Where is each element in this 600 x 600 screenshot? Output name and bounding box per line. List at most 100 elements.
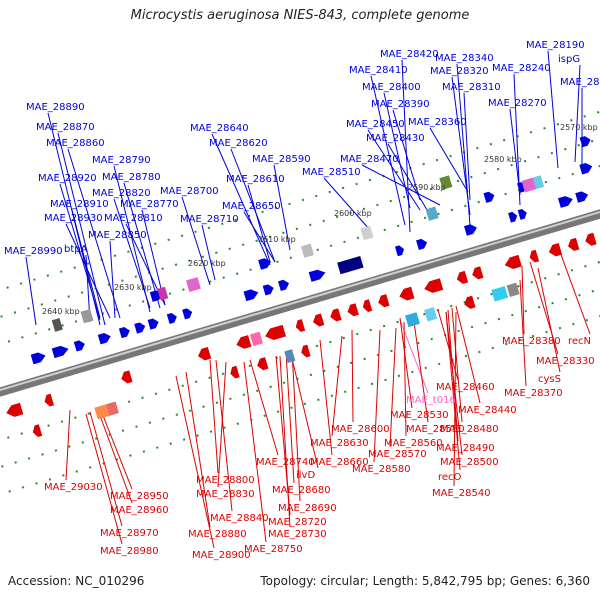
gene-label-reverse: MAE_28690 — [278, 503, 337, 514]
gene-label-forward: MAE_28870 — [36, 122, 95, 133]
forward-leader — [451, 76, 471, 216]
forward-gene — [308, 269, 326, 282]
gene-label-reverse: MAE_28740 — [256, 457, 315, 468]
backbone-highlight — [0, 210, 600, 392]
reverse-gene — [236, 335, 252, 349]
tick-label: 2590 kbp — [408, 183, 446, 192]
forward-gene — [483, 191, 495, 203]
gene-label-reverse: MAE_28830 — [196, 489, 255, 500]
forward-leader — [71, 209, 101, 319]
gene-label-forward: MAE_28810 — [104, 213, 163, 224]
gene-label-forward: MAE_28610 — [226, 174, 285, 185]
reverse-gene — [504, 254, 522, 269]
reverse-gene — [585, 232, 597, 246]
gene-label-reverse: MAE_28750 — [244, 544, 303, 555]
reverse-leader — [279, 355, 291, 528]
forward-gene — [278, 279, 290, 291]
reverse-leader — [559, 251, 591, 335]
reverse-leader — [437, 309, 459, 381]
forward-gene — [30, 352, 46, 365]
gene-label-forward: MAE_28410 — [349, 65, 408, 76]
tick-label: 2610 kbp — [258, 235, 296, 244]
gene-label-forward: MAE_28420 — [380, 49, 439, 60]
reverse-leader — [455, 305, 481, 404]
forward-leader — [574, 64, 581, 163]
gene-label-forward: MAE_28200 — [560, 77, 600, 88]
reverse-gene — [230, 365, 240, 379]
forward-leader — [113, 165, 151, 313]
gene-label-reverse: MAE_28570 — [368, 449, 427, 460]
tick-label: 2640 kbp — [42, 307, 80, 316]
reverse-gene — [265, 324, 286, 341]
forward-gene — [262, 284, 274, 296]
forward-leader — [65, 223, 111, 319]
gene-label-reverse: MAE_28490 — [436, 443, 495, 454]
forward-gene — [97, 332, 111, 345]
forward-gene — [464, 224, 477, 236]
coordinate-ticks: 2570 kbp 2580 kbp 2590 kbp 2600 kbp 2610 kbp… — [42, 123, 598, 316]
forward-gene — [118, 327, 130, 339]
gene-label-reverse: MAE_28840 — [210, 513, 269, 524]
gene-label-forward: MAE_28990 — [4, 246, 63, 257]
forward-leader — [59, 183, 101, 321]
forward-gene — [73, 340, 85, 352]
gene-label-reverse: MAE_28440 — [458, 405, 517, 416]
gene-label-reverse: MAE_28800 — [196, 475, 255, 486]
reverse-gene — [257, 357, 269, 371]
gene-label-forward: MAE_28400 — [362, 82, 421, 93]
gene-label-reverse: MAE_28900 — [192, 550, 251, 561]
gene-label-forward: MAE_28710 — [180, 214, 239, 225]
forward-leader — [181, 196, 211, 286]
forward-leader — [123, 182, 161, 309]
gene-label-reverse: MAE_28960 — [110, 505, 169, 516]
feature-block — [157, 286, 169, 301]
gene-features — [6, 136, 597, 438]
feature-block — [337, 255, 364, 275]
reverse-leader — [521, 265, 525, 335]
forward-leader — [57, 132, 106, 326]
reverse-leader — [373, 329, 381, 463]
reverse-leader — [291, 349, 301, 502]
gene-label-forward: MAE_28850 — [88, 230, 147, 241]
gene-label-reverse: MAE_28580 — [352, 464, 411, 475]
gene-label-reverse: MAE_28550 — [406, 424, 465, 435]
feature-block — [249, 331, 263, 347]
reverse-leader — [249, 359, 279, 456]
reverse-leader — [319, 339, 333, 456]
forward-leader — [201, 224, 216, 281]
map-title: Microcystis aeruginosa NIES-843, complet… — [130, 8, 470, 23]
feature-block — [301, 243, 315, 258]
gene-label-forward: MAE_28640 — [190, 123, 249, 134]
feature-block — [51, 318, 63, 332]
reverse-gene — [330, 308, 342, 322]
gene-label-reverse: MAE_28970 — [100, 528, 159, 539]
reverse-gene — [44, 393, 54, 407]
gene-label-forward: MAE_28360 — [408, 117, 467, 128]
gene-label-reverse: recN — [568, 336, 591, 347]
track-guide — [0, 260, 600, 442]
track-guide — [8, 315, 600, 493]
gene-labels: MAE_28190 ispG MAE_28200 MAE_28420MAE_28340… — [4, 40, 600, 561]
gene-label-reverse: ilvD — [296, 470, 315, 481]
reverse-leader — [175, 375, 215, 549]
gene-label-forward: MAE_28430 — [366, 133, 425, 144]
reverse-leader — [413, 321, 429, 423]
reverse-leader — [445, 311, 463, 456]
reverse-leader — [351, 329, 354, 423]
feature-block — [424, 307, 438, 322]
reverse-leader — [451, 307, 463, 423]
forward-leader — [113, 198, 151, 309]
forward-gene — [182, 308, 193, 320]
tick-label: 2620 kbp — [188, 259, 226, 268]
reverse-gene — [313, 313, 325, 327]
reverse-leader — [97, 409, 133, 504]
forward-leader — [323, 177, 371, 231]
forward-gene — [258, 258, 272, 270]
gene-label-reverse: MAE_28540 — [432, 488, 491, 499]
reverse-leader — [389, 327, 397, 448]
forward-leader — [25, 256, 37, 326]
gene-label-reverse: cysS — [538, 374, 561, 385]
gene-label-forward: MAE_28470 — [340, 154, 399, 165]
gene-label-forward: MAE_28650 — [222, 201, 281, 212]
